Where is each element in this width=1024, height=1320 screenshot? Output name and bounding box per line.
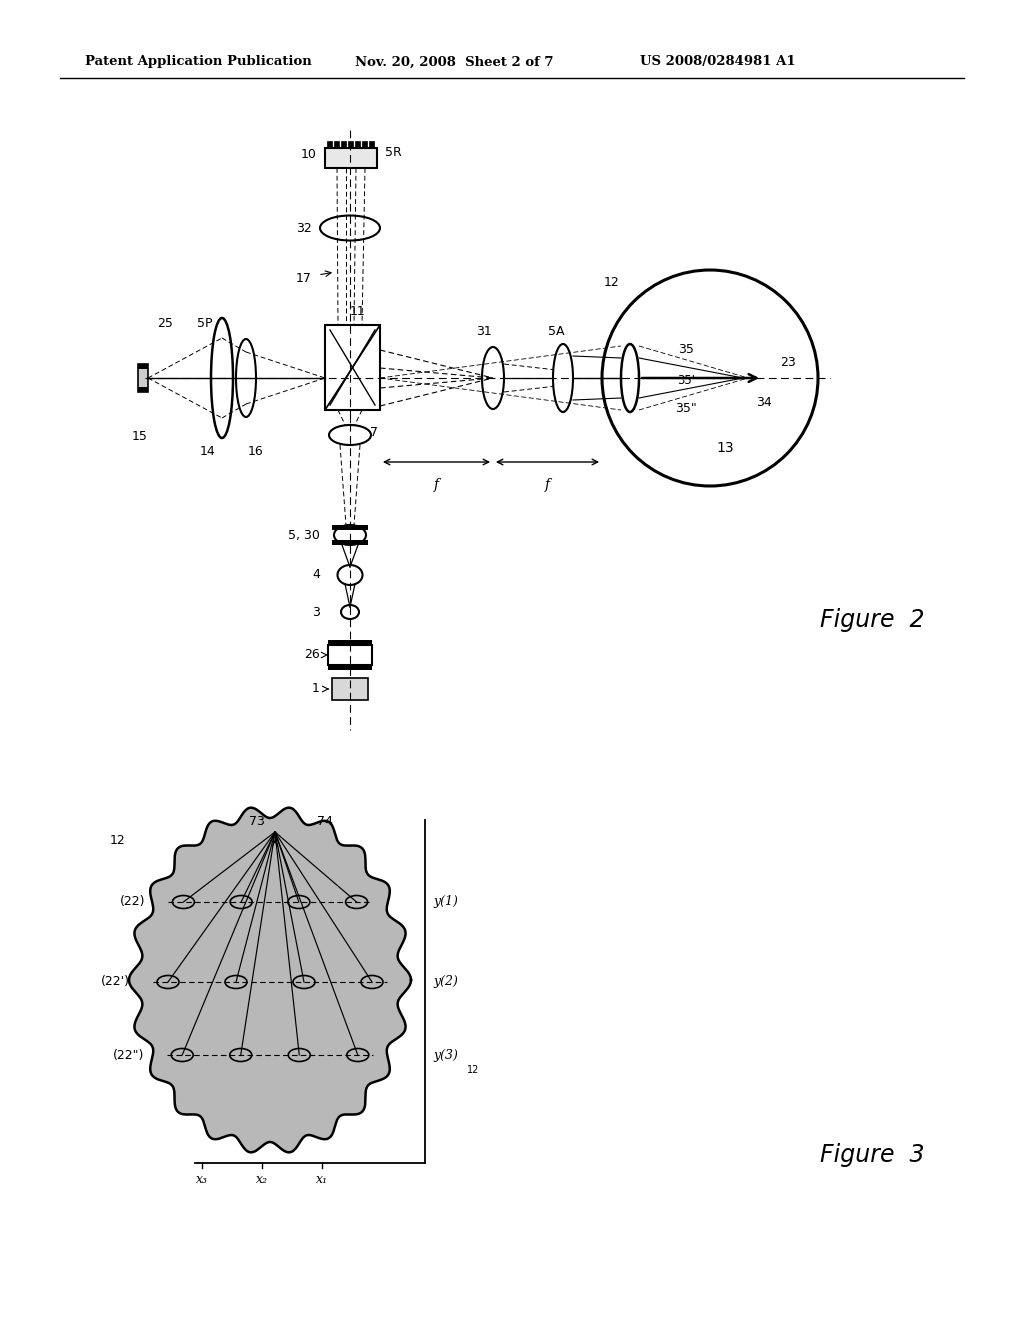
Text: 35": 35" (675, 403, 697, 414)
Text: x₃: x₃ (196, 1173, 208, 1185)
Text: y(1): y(1) (433, 895, 458, 908)
Text: 5, 30: 5, 30 (288, 528, 319, 541)
Text: 73: 73 (249, 814, 265, 828)
Text: 5A: 5A (548, 325, 564, 338)
Bar (332, 525, 368, 531)
Text: 1: 1 (312, 682, 319, 696)
Bar (332, 540, 368, 545)
Bar (328, 640, 372, 645)
Text: y(3): y(3) (433, 1048, 458, 1061)
Text: 3: 3 (312, 606, 319, 619)
Text: f: f (434, 478, 439, 492)
Text: 11: 11 (350, 305, 366, 318)
Bar (369, 141, 374, 148)
Bar (328, 665, 372, 671)
Text: 7: 7 (370, 425, 378, 438)
Text: 5P: 5P (198, 317, 213, 330)
Text: 26: 26 (304, 648, 319, 661)
Text: x₂: x₂ (256, 1173, 268, 1185)
Text: 25: 25 (157, 317, 173, 330)
Text: 12: 12 (110, 833, 125, 846)
Text: 14: 14 (200, 445, 216, 458)
Text: 15: 15 (132, 430, 147, 444)
Text: 10: 10 (301, 148, 317, 161)
Text: 16: 16 (248, 445, 264, 458)
Text: (22'): (22') (101, 975, 130, 989)
Text: Figure  3: Figure 3 (820, 1143, 925, 1167)
Polygon shape (129, 808, 411, 1152)
Bar (138, 364, 148, 370)
Text: 34: 34 (756, 396, 772, 409)
Text: Nov. 20, 2008  Sheet 2 of 7: Nov. 20, 2008 Sheet 2 of 7 (355, 55, 554, 69)
Text: f: f (545, 478, 550, 492)
Bar (334, 141, 339, 148)
Text: x₁: x₁ (316, 1173, 328, 1185)
Bar (341, 141, 346, 148)
Bar (138, 387, 148, 392)
Text: 17: 17 (296, 272, 312, 285)
Text: 74: 74 (317, 814, 333, 828)
Bar (348, 141, 353, 148)
Text: 35: 35 (678, 343, 694, 356)
Text: 31: 31 (476, 325, 492, 338)
Text: Patent Application Publication: Patent Application Publication (85, 55, 311, 69)
Text: 5R: 5R (385, 145, 401, 158)
Bar (362, 141, 367, 148)
Text: 23: 23 (780, 356, 796, 370)
Bar (328, 645, 372, 665)
Text: 35': 35' (677, 375, 695, 388)
Bar (355, 141, 360, 148)
Text: 32: 32 (296, 222, 312, 235)
Text: Figure  2: Figure 2 (820, 609, 925, 632)
Text: (22"): (22") (113, 1048, 144, 1061)
Bar (138, 364, 148, 392)
Text: 4: 4 (312, 569, 319, 582)
Bar (325, 148, 377, 168)
Text: 13: 13 (716, 441, 734, 455)
Bar (327, 141, 332, 148)
Text: 12: 12 (467, 1065, 479, 1074)
Text: y(2): y(2) (433, 975, 458, 989)
Text: US 2008/0284981 A1: US 2008/0284981 A1 (640, 55, 796, 69)
Text: (22): (22) (120, 895, 145, 908)
Bar (325, 325, 380, 411)
Text: 12: 12 (604, 276, 620, 289)
Bar (332, 678, 368, 700)
